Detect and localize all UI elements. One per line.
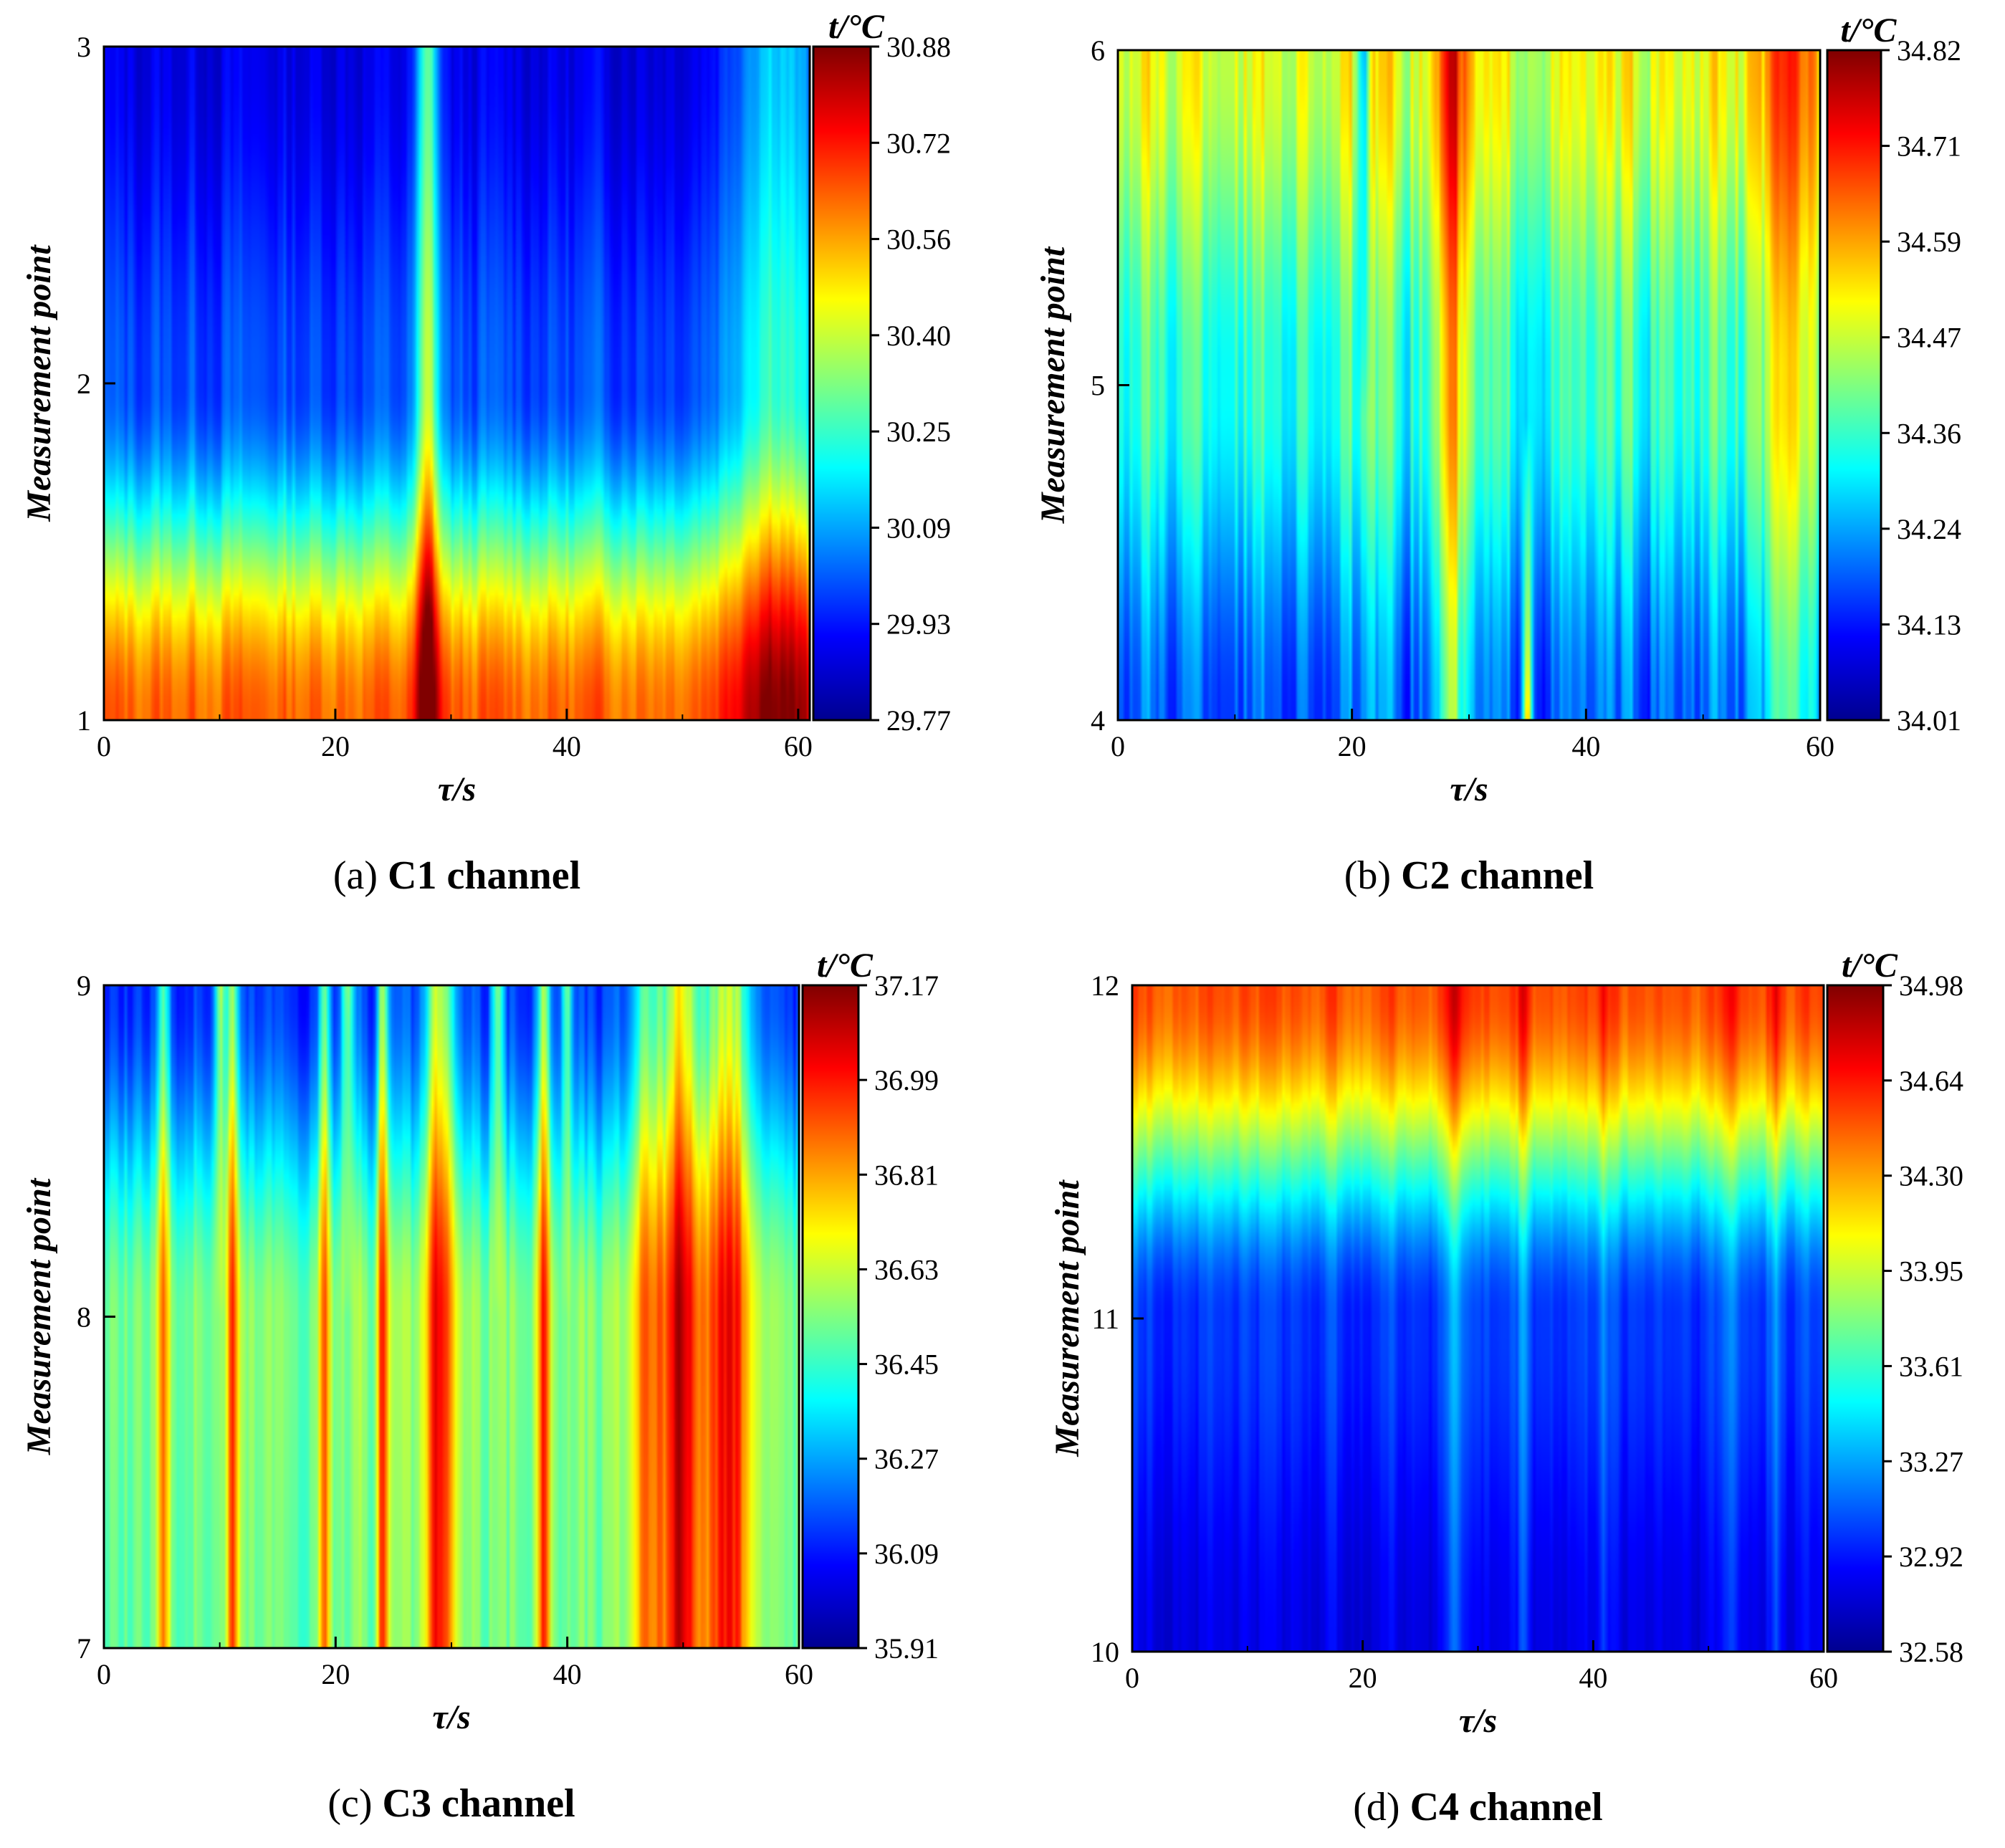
colorbar-tick-label: 36.63 bbox=[874, 1253, 939, 1286]
colorbar-tick-label: 34.01 bbox=[1897, 704, 1961, 737]
x-tick-label: 40 bbox=[1579, 1662, 1607, 1694]
y-tick-label: 7 bbox=[77, 1632, 91, 1665]
x-tick-label: 60 bbox=[1806, 730, 1834, 762]
heatmap-field bbox=[1118, 50, 1820, 720]
heatmap-field bbox=[104, 985, 799, 1648]
colorbar bbox=[801, 984, 860, 1650]
y-tick-label: 4 bbox=[1091, 704, 1105, 737]
colorbar-tick-label: 35.91 bbox=[874, 1632, 939, 1665]
colorbar-tick-label: 30.25 bbox=[886, 416, 951, 448]
x-tick-label: 40 bbox=[553, 1658, 582, 1690]
colorbar-tick-label: 29.93 bbox=[886, 608, 951, 641]
colorbar-tick-label: 30.88 bbox=[886, 31, 951, 63]
y-axis-label: Measurement point bbox=[1048, 1179, 1086, 1457]
y-axis-label: Measurement point bbox=[20, 244, 58, 522]
colorbar-tick-label: 30.40 bbox=[886, 320, 951, 352]
heatmap-field bbox=[1132, 985, 1824, 1652]
y-tick-label: 1 bbox=[77, 704, 91, 737]
colorbar-tick-label: 34.82 bbox=[1897, 34, 1961, 67]
chart-b: 0 20 40 60 4 5 6 τ/s Measurement point 34.82 34.71… bbox=[1034, 11, 1961, 898]
x-axis-label: τ/s bbox=[438, 770, 476, 808]
colorbar-tick-label: 34.59 bbox=[1897, 226, 1961, 258]
colorbar-tick-label: 34.98 bbox=[1899, 970, 1963, 1002]
colorbar-tick-label: 34.13 bbox=[1897, 608, 1961, 641]
colorbar-tick-label: 36.45 bbox=[874, 1349, 939, 1381]
x-tick-label: 0 bbox=[97, 730, 111, 762]
colorbar-tick-label: 37.17 bbox=[874, 970, 939, 1002]
x-tick-label: 20 bbox=[321, 1658, 350, 1690]
panel-caption: (b) C2 channel bbox=[1344, 853, 1594, 898]
panel-caption: (d) C4 channel bbox=[1353, 1785, 1602, 1829]
caption-prefix: (a) bbox=[333, 853, 388, 898]
y-tick-label: 3 bbox=[77, 31, 91, 63]
chart-d: 0 20 40 60 10 11 12 τ/s Measurement point 34.98 34… bbox=[1048, 947, 1963, 1829]
colorbar-label: t/°C bbox=[1842, 947, 1898, 985]
colorbar-tick-label: 30.72 bbox=[886, 127, 951, 159]
colorbar-tick-label: 36.27 bbox=[874, 1443, 939, 1475]
colorbar bbox=[812, 45, 872, 722]
x-tick-label: 20 bbox=[1349, 1662, 1377, 1694]
colorbar-tick-label: 34.64 bbox=[1899, 1065, 1963, 1097]
heatmap-field bbox=[104, 47, 810, 720]
x-axis-label: τ/s bbox=[1450, 770, 1488, 808]
colorbar-tick-label: 30.56 bbox=[886, 224, 951, 256]
caption-prefix: (c) bbox=[327, 1781, 382, 1826]
caption-title: C1 channel bbox=[388, 853, 580, 898]
colorbar-tick-label: 33.95 bbox=[1899, 1255, 1963, 1288]
y-axis-label: Measurement point bbox=[20, 1177, 58, 1455]
chart-a: 0 20 40 60 1 2 3 τ/s Measurement point 30.88 30.72… bbox=[20, 8, 951, 898]
caption-title: C2 channel bbox=[1401, 853, 1594, 898]
y-tick-label: 2 bbox=[77, 368, 91, 400]
colorbar-tick-label: 34.24 bbox=[1897, 513, 1961, 545]
x-tick-label: 60 bbox=[1809, 1662, 1838, 1694]
y-tick-label: 8 bbox=[77, 1301, 91, 1334]
colorbar-tick-label: 34.30 bbox=[1899, 1160, 1963, 1192]
y-axis-label: Measurement point bbox=[1034, 246, 1072, 524]
y-tick-label: 6 bbox=[1091, 34, 1105, 67]
colorbar-tick-label: 32.92 bbox=[1899, 1541, 1963, 1573]
panel-caption: (c) C3 channel bbox=[327, 1781, 575, 1826]
colorbar-tick-label: 34.71 bbox=[1897, 130, 1961, 163]
colorbar bbox=[1826, 49, 1882, 722]
colorbar-tick-label: 32.58 bbox=[1899, 1636, 1963, 1668]
panel-caption: (a) C1 channel bbox=[333, 853, 580, 898]
x-tick-label: 40 bbox=[1571, 730, 1600, 762]
colorbar-label: t/°C bbox=[1841, 11, 1898, 49]
colorbar-tick-label: 34.47 bbox=[1897, 322, 1961, 354]
colorbar-tick-label: 33.61 bbox=[1899, 1350, 1963, 1382]
x-tick-label: 0 bbox=[97, 1658, 111, 1690]
y-tick-label: 11 bbox=[1091, 1303, 1119, 1335]
x-tick-label: 0 bbox=[1111, 730, 1125, 762]
x-tick-label: 20 bbox=[1338, 730, 1367, 762]
colorbar-tick-label: 36.99 bbox=[874, 1064, 939, 1096]
y-tick-label: 9 bbox=[77, 970, 91, 1002]
x-tick-label: 0 bbox=[1125, 1662, 1139, 1694]
chart-c: 0 20 40 60 7 8 9 τ/s Measurement point 37.17 36.99… bbox=[20, 947, 939, 1826]
colorbar-label: t/°C bbox=[817, 947, 874, 985]
x-tick-label: 20 bbox=[321, 730, 350, 762]
caption-prefix: (b) bbox=[1344, 853, 1401, 898]
caption-title: C4 channel bbox=[1410, 1785, 1603, 1829]
colorbar-tick-label: 36.81 bbox=[874, 1159, 939, 1191]
y-tick-label: 5 bbox=[1091, 370, 1105, 402]
caption-prefix: (d) bbox=[1353, 1785, 1410, 1829]
colorbar-tick-label: 30.09 bbox=[886, 512, 951, 544]
y-tick-label: 10 bbox=[1091, 1636, 1119, 1668]
colorbar-tick-label: 29.77 bbox=[886, 704, 951, 737]
colorbar bbox=[1826, 984, 1885, 1653]
x-tick-label: 60 bbox=[785, 1658, 813, 1690]
x-axis-label: τ/s bbox=[1459, 1702, 1497, 1740]
x-tick-label: 40 bbox=[552, 730, 581, 762]
colorbar-tick-label: 34.36 bbox=[1897, 417, 1961, 449]
x-axis-label: τ/s bbox=[432, 1698, 470, 1736]
x-tick-label: 60 bbox=[784, 730, 813, 762]
y-tick-label: 12 bbox=[1091, 970, 1119, 1002]
colorbar-label: t/°C bbox=[828, 8, 885, 46]
colorbar-tick-label: 36.09 bbox=[874, 1538, 939, 1570]
colorbar-tick-label: 33.27 bbox=[1899, 1445, 1963, 1478]
caption-title: C3 channel bbox=[383, 1781, 575, 1826]
